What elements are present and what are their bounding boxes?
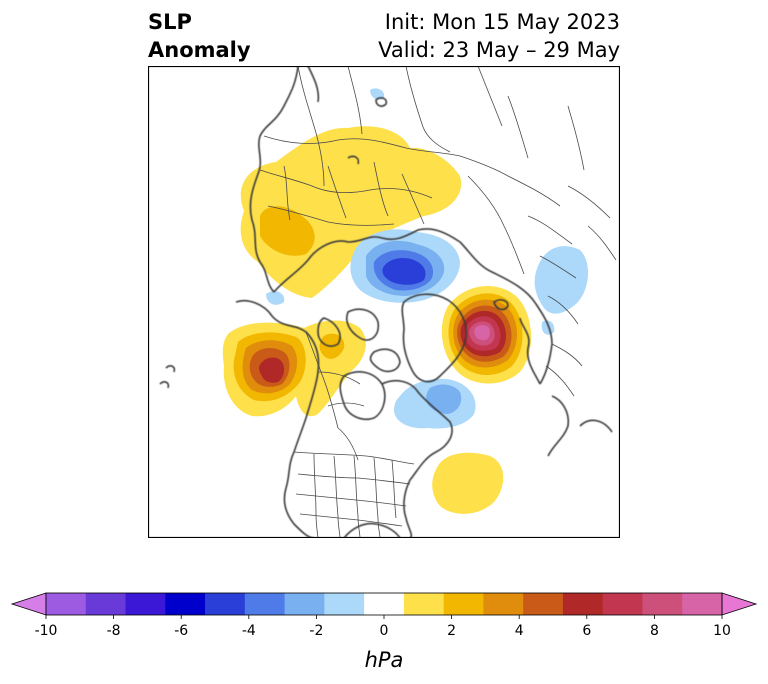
slp-anomaly-map <box>148 66 620 538</box>
anomaly-low-labrador <box>394 378 476 429</box>
colorbar-tick-label: 4 <box>515 623 524 639</box>
colorbar-segment <box>125 593 166 615</box>
colorbar-segment <box>483 593 524 615</box>
init-date: Init: Mon 15 May 2023 <box>384 10 620 34</box>
colorbar-segment <box>244 593 285 615</box>
colorbar-tick-label: -2 <box>309 623 323 639</box>
map-edge-mask-right <box>614 282 620 318</box>
map-edge-mask <box>148 282 154 318</box>
colorbar-tick-label: -10 <box>35 623 58 639</box>
colorbar-tick-label: 0 <box>380 623 389 639</box>
anomaly-high-siberia <box>240 88 462 305</box>
colorbar-tick-label: -4 <box>242 623 256 639</box>
colorbar-segment <box>562 593 604 615</box>
title-line-1: SLP <box>148 10 192 34</box>
title-line-2: Anomaly <box>148 38 251 62</box>
colorbar-segment <box>364 593 405 615</box>
colorbar-segment <box>324 593 365 615</box>
colorbar-segment <box>523 593 564 615</box>
borders <box>259 66 617 538</box>
colorbar-segment <box>46 593 87 615</box>
colorbar-segment <box>403 593 445 615</box>
colorbar-segment <box>602 593 643 615</box>
colorbar-segment <box>165 593 206 615</box>
anomaly-high-atlantic <box>432 452 504 514</box>
colorbar-tick-label: 10 <box>713 623 731 639</box>
valid-range: Valid: 23 May – 29 May <box>378 38 620 62</box>
colorbar-arrow-min <box>10 592 47 616</box>
colorbar-segment <box>642 593 683 615</box>
map-title: SLP Anomaly <box>148 8 251 64</box>
colorbar-segment <box>682 593 723 615</box>
colorbar-ticks: -10 -8 -6 -4 -2 0 2 4 6 8 10 <box>35 615 731 639</box>
colorbar-segment <box>205 593 246 615</box>
colorbar-segment <box>85 593 126 615</box>
colorbar-segment <box>284 593 325 615</box>
colorbar-tick-label: 8 <box>650 623 659 639</box>
colorbar-tick-label: 6 <box>582 623 591 639</box>
date-info: Init: Mon 15 May 2023 Valid: 23 May – 29… <box>378 8 620 64</box>
colorbar-arrow-max <box>721 592 758 616</box>
colorbar-tick-label: -8 <box>107 623 121 639</box>
colorbar-unit-label: hPa <box>365 648 404 672</box>
colorbar: -10 -8 -6 -4 -2 0 2 4 6 8 10 hPa <box>10 592 758 672</box>
colorbar-segments <box>10 592 758 616</box>
anomaly-low-europe <box>534 246 589 335</box>
map-frame <box>148 66 620 538</box>
anomaly-high-greenland <box>441 286 532 384</box>
colorbar-tick-label: 2 <box>447 623 456 639</box>
anomaly-low-arctic <box>350 229 460 303</box>
coastlines <box>159 66 613 538</box>
colorbar-segment <box>443 593 484 615</box>
colorbar-tick-label: -6 <box>174 623 188 639</box>
